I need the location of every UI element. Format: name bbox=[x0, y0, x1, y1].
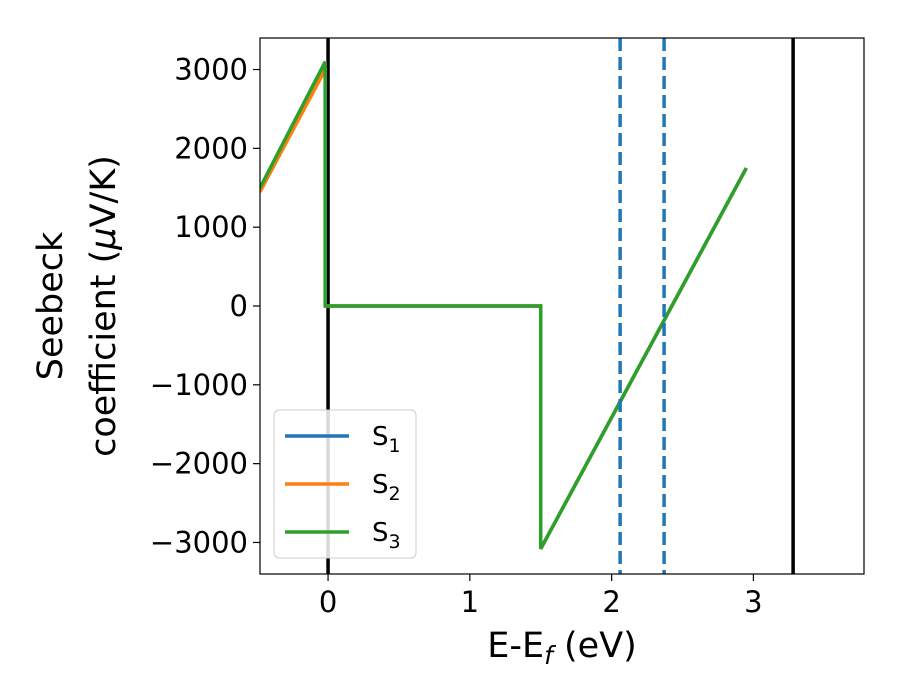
x-tick-label: 0 bbox=[319, 585, 337, 619]
legend-label-S2: S2 bbox=[372, 470, 401, 505]
x-tick-label: 3 bbox=[744, 585, 762, 619]
y-axis-label-line2: coefficient (μV/K) bbox=[84, 155, 124, 457]
y-tick-label: 0 bbox=[230, 289, 248, 323]
y-tick-label: −2000 bbox=[150, 447, 248, 481]
plot-content bbox=[260, 38, 795, 574]
legend-label-S1: S1 bbox=[372, 422, 401, 457]
y-axis-label-line1: Seebeck bbox=[31, 231, 71, 380]
y-axis-label: Seebeck coefficient (μV/K) bbox=[31, 155, 124, 457]
x-axis-label: E-Ef (eV) bbox=[487, 626, 637, 670]
y-tick-label: −1000 bbox=[150, 368, 248, 402]
y-tick-label: 3000 bbox=[174, 53, 248, 87]
legend-label-S3: S3 bbox=[372, 518, 401, 553]
series-line-S3 bbox=[260, 60, 748, 550]
x-axis-label-unit: (eV) bbox=[553, 626, 637, 666]
y-tick-label: 2000 bbox=[174, 131, 248, 165]
x-tick-label: 2 bbox=[602, 585, 620, 619]
legend: S1 S2 S3 bbox=[273, 409, 417, 559]
y-axis-ticks: −3000 −2000 −1000 0 1000 2000 3000 bbox=[150, 53, 260, 559]
x-tick-label: 1 bbox=[461, 585, 479, 619]
x-axis-ticks: 0 1 2 3 bbox=[319, 574, 763, 619]
y-tick-label: 1000 bbox=[174, 210, 248, 244]
y-tick-label: −3000 bbox=[150, 525, 248, 559]
